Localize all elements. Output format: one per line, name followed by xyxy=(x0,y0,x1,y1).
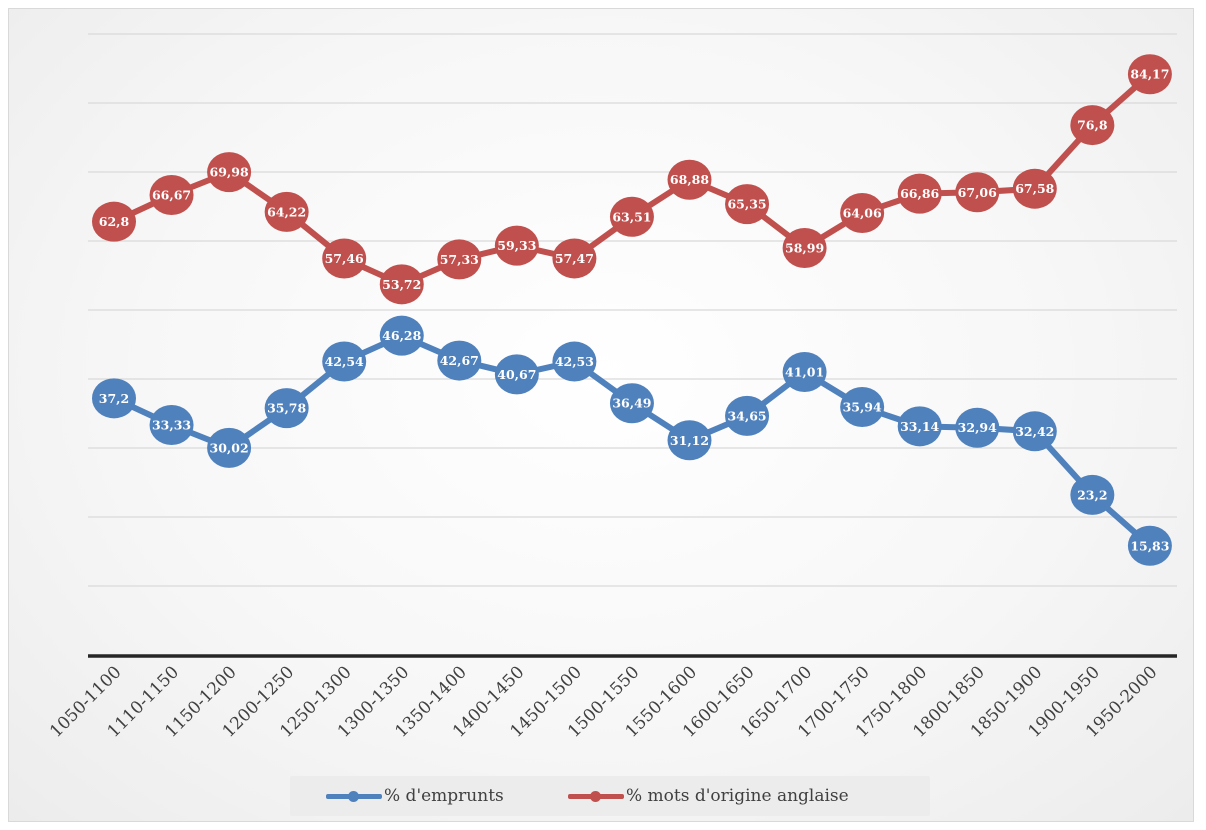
data-label: 64,06 xyxy=(843,205,882,220)
legend: % d'emprunts % mots d'origine anglaise xyxy=(290,776,930,816)
data-label: 58,99 xyxy=(785,240,824,255)
data-point xyxy=(782,352,827,393)
data-point xyxy=(552,341,597,382)
data-point xyxy=(322,238,367,279)
data-label: 15,83 xyxy=(1130,538,1169,553)
data-label: 66,86 xyxy=(900,186,939,201)
data-point xyxy=(667,159,712,200)
data-point xyxy=(725,184,770,225)
data-point xyxy=(1127,525,1172,566)
data-point xyxy=(552,238,597,279)
data-label: 23,2 xyxy=(1077,487,1107,502)
data-point xyxy=(379,264,424,305)
data-label: 35,78 xyxy=(267,401,306,416)
data-label: 32,94 xyxy=(958,420,997,435)
legend-label-emprunts: % d'emprunts xyxy=(384,786,504,806)
data-point xyxy=(92,201,136,242)
data-point xyxy=(494,354,539,395)
data-point xyxy=(1012,411,1057,452)
data-point xyxy=(1070,105,1115,146)
data-label: 32,42 xyxy=(1015,424,1054,439)
data-label: 62,8 xyxy=(99,214,130,229)
data-label: 68,88 xyxy=(670,172,709,187)
data-label: 37,2 xyxy=(99,391,129,406)
data-label: 31,12 xyxy=(670,433,709,448)
data-label: 36,49 xyxy=(612,396,651,411)
data-label: 67,06 xyxy=(958,185,997,200)
data-point xyxy=(207,427,252,468)
data-point xyxy=(955,172,1000,213)
data-label: 46,28 xyxy=(382,328,421,343)
data-label: 66,67 xyxy=(152,187,191,202)
data-point xyxy=(897,173,942,214)
data-point xyxy=(725,395,770,436)
data-point xyxy=(92,378,136,419)
data-point xyxy=(207,152,252,193)
legend-swatch-emprunts xyxy=(324,776,384,816)
legend-swatch-origine-anglaise xyxy=(566,776,626,816)
data-label: 34,65 xyxy=(727,408,766,423)
data-point xyxy=(437,340,482,381)
gridlines xyxy=(88,33,1177,587)
data-label: 59,33 xyxy=(497,238,536,253)
data-point xyxy=(1070,474,1115,515)
data-point xyxy=(149,405,194,446)
data-point xyxy=(782,227,827,268)
data-label: 33,33 xyxy=(152,418,191,433)
data-label: 69,98 xyxy=(210,165,249,180)
data-point xyxy=(1012,168,1057,209)
data-point xyxy=(609,383,654,424)
legend-label-origine-anglaise: % mots d'origine anglaise xyxy=(626,786,849,806)
data-label: 42,67 xyxy=(440,353,479,368)
data-label: 65,35 xyxy=(727,197,766,212)
data-label: 57,33 xyxy=(440,252,479,267)
data-point xyxy=(897,406,942,447)
data-label: 67,58 xyxy=(1015,181,1054,196)
data-label: 41,01 xyxy=(785,365,824,380)
legend-item-origine-anglaise: % mots d'origine anglaise xyxy=(566,776,849,816)
data-point xyxy=(322,341,367,382)
legend-item-emprunts: % d'emprunts xyxy=(324,776,504,816)
data-label: 63,51 xyxy=(612,209,651,224)
data-label: 57,46 xyxy=(325,251,364,266)
data-point xyxy=(264,388,309,429)
data-label: 42,53 xyxy=(555,354,594,369)
data-point xyxy=(609,196,654,237)
data-label: 64,22 xyxy=(267,204,306,219)
data-label: 57,47 xyxy=(555,251,594,266)
data-point xyxy=(955,407,1000,448)
data-label: 42,54 xyxy=(325,354,364,369)
data-label: 84,17 xyxy=(1130,67,1169,82)
x-axis: 1050-11001110-11501150-12001200-12501250… xyxy=(46,654,1177,742)
series-line xyxy=(111,332,1153,549)
data-point xyxy=(667,420,712,461)
data-point xyxy=(840,387,885,428)
data-label: 53,72 xyxy=(382,277,421,292)
data-label: 35,94 xyxy=(843,400,882,415)
data-point xyxy=(437,239,482,280)
data-point xyxy=(494,225,539,266)
data-point xyxy=(379,315,424,356)
data-label: 40,67 xyxy=(497,367,536,382)
data-point xyxy=(1127,54,1172,95)
chart-area xyxy=(8,8,1194,822)
data-point xyxy=(264,191,309,232)
data-label: 30,02 xyxy=(210,440,249,455)
data-point xyxy=(149,174,194,215)
data-markers: 37,2 33,33 30,02 35,78 42,54 46,28 42,67 40,67 4… xyxy=(92,54,1172,566)
data-label: 76,8 xyxy=(1077,118,1108,133)
series-line xyxy=(111,71,1153,288)
data-point xyxy=(840,192,885,233)
data-label: 33,14 xyxy=(900,419,939,434)
